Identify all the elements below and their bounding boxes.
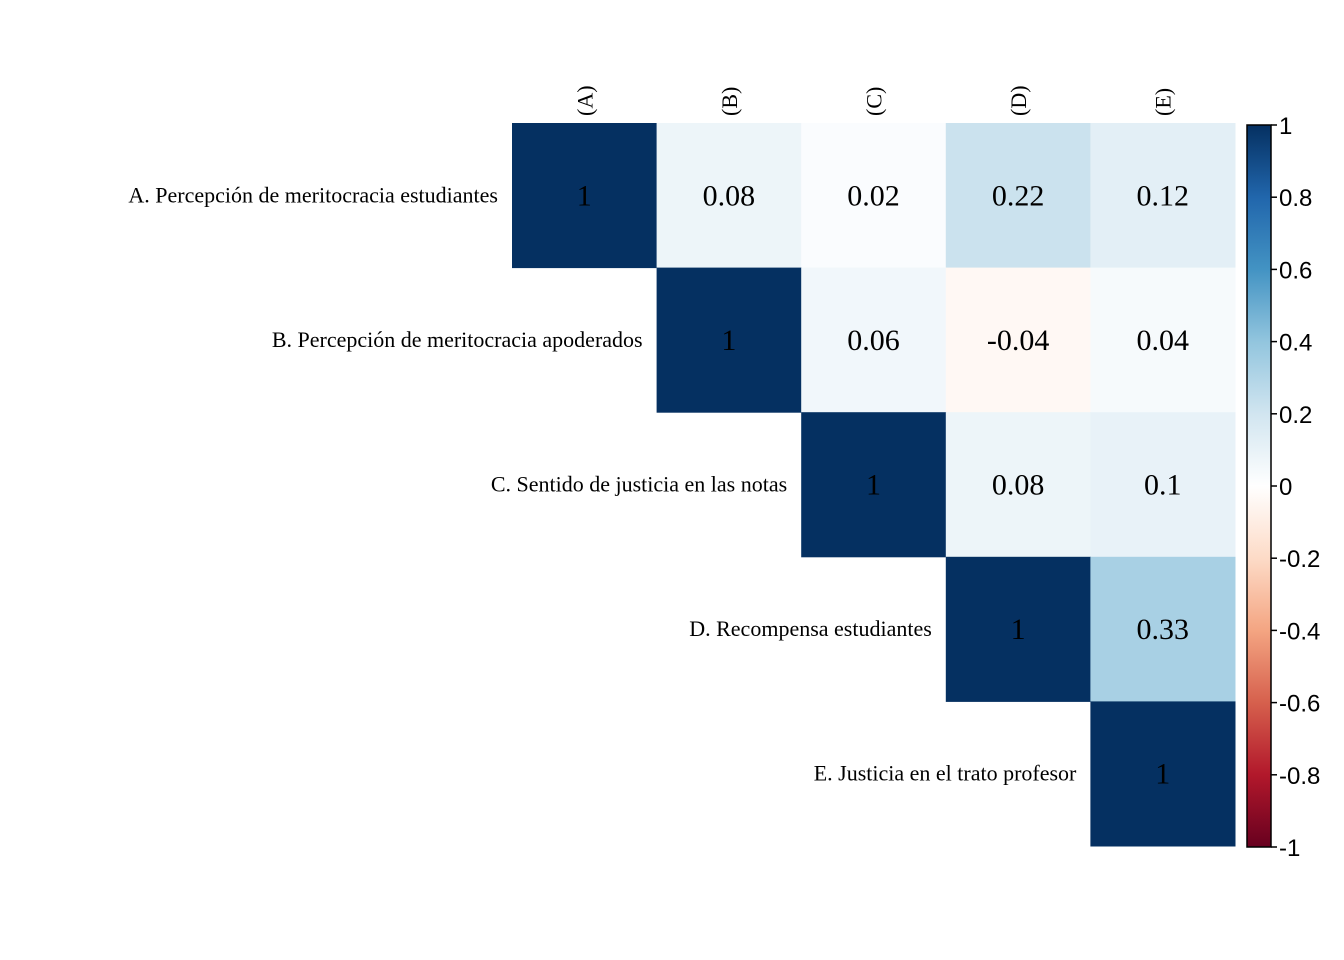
heatmap-cell-r4-c4 bbox=[1090, 701, 1236, 847]
row-label: C. Sentido de justicia en las notas bbox=[491, 472, 787, 497]
column-label: (D) bbox=[1006, 85, 1031, 116]
row-label: E. Justicia en el trato profesor bbox=[814, 761, 1077, 786]
row-label: A. Percepción de meritocracia estudiante… bbox=[128, 182, 498, 207]
column-labels: (A) (B) (C) (D) (E) bbox=[572, 85, 1175, 116]
legend-tick-label: -0.8 bbox=[1279, 763, 1320, 790]
cell-value-label: 0.02 bbox=[847, 179, 900, 212]
legend-tick-label: -0.2 bbox=[1279, 546, 1320, 573]
row-label: D. Recompensa estudiantes bbox=[689, 616, 932, 641]
heatmap-cell-r2-c4 bbox=[1090, 412, 1236, 558]
cell-value-label: 1 bbox=[721, 324, 736, 357]
legend-tick-label: 0.6 bbox=[1279, 257, 1312, 284]
cell-value-label: 1 bbox=[1011, 613, 1026, 646]
legend-tick-label: 0 bbox=[1279, 474, 1292, 501]
column-label: (E) bbox=[1151, 88, 1176, 116]
cell-value-label: 0.04 bbox=[1136, 324, 1189, 357]
heatmap-cell-r0-c3 bbox=[945, 123, 1091, 269]
legend-tick-label: 0.8 bbox=[1279, 185, 1312, 212]
heatmap-cell-r0-c2 bbox=[801, 123, 947, 269]
cell-value-label: 1 bbox=[866, 469, 881, 502]
cell-value-label: 0.22 bbox=[992, 179, 1045, 212]
cell-value-label: 0.12 bbox=[1136, 179, 1189, 212]
legend-tick-label: -0.6 bbox=[1279, 691, 1320, 718]
cell-value-label: 1 bbox=[1155, 758, 1170, 791]
cell-value-label: 0.33 bbox=[1136, 613, 1189, 646]
legend-tick-label: 0.4 bbox=[1279, 330, 1312, 357]
row-label: B. Percepción de meritocracia apoderados bbox=[272, 327, 643, 352]
legend-tick-label: 1 bbox=[1279, 113, 1292, 140]
row-labels: A. Percepción de meritocracia estudiante… bbox=[128, 182, 1077, 785]
legend-tick-label: -0.4 bbox=[1279, 618, 1320, 645]
heatmap-cell-r0-c1 bbox=[656, 123, 802, 269]
cell-value-label: 1 bbox=[577, 179, 592, 212]
heatmap-cell-r1-c4 bbox=[1090, 267, 1236, 413]
heatmap-cell-r0-c0 bbox=[512, 123, 658, 269]
legend-ticks: 1 0.8 0.6 0.4 0.2 0 -0.2 -0.4 -0.6 -0.8 -1 bbox=[1271, 113, 1320, 862]
heatmap-cell-r2-c3 bbox=[945, 412, 1091, 558]
heatmap-cell-r1-c3 bbox=[945, 267, 1091, 413]
heatmap-cell-r1-c2 bbox=[801, 267, 947, 413]
column-label: (A) bbox=[572, 85, 597, 116]
legend-tick-label: -1 bbox=[1279, 835, 1300, 862]
column-label: (C) bbox=[862, 87, 887, 116]
cell-value-label: 0.1 bbox=[1144, 469, 1182, 502]
column-label: (B) bbox=[717, 87, 742, 116]
legend-colorbar bbox=[1246, 124, 1272, 848]
heatmap-cell-r0-c4 bbox=[1090, 123, 1236, 269]
cell-value-label: -0.04 bbox=[987, 324, 1050, 357]
heatmap-cell-r3-c4 bbox=[1090, 556, 1236, 702]
heatmap-cells: 1 0.08 0.02 0.22 0.12 1 0.06 -0.04 0.04 1 0.08 0.1 1… bbox=[512, 123, 1236, 847]
heatmap-cell-r1-c1 bbox=[656, 267, 802, 413]
heatmap-cell-r3-c3 bbox=[945, 556, 1091, 702]
legend-tick-label: 0.2 bbox=[1279, 402, 1312, 429]
color-legend: 1 0.8 0.6 0.4 0.2 0 -0.2 -0.4 -0.6 -0.8 -1 bbox=[1246, 113, 1320, 862]
cell-value-label: 0.06 bbox=[847, 324, 900, 357]
heatmap-cell-r2-c2 bbox=[801, 412, 947, 558]
cell-value-label: 0.08 bbox=[703, 179, 756, 212]
cell-value-label: 0.08 bbox=[992, 469, 1045, 502]
